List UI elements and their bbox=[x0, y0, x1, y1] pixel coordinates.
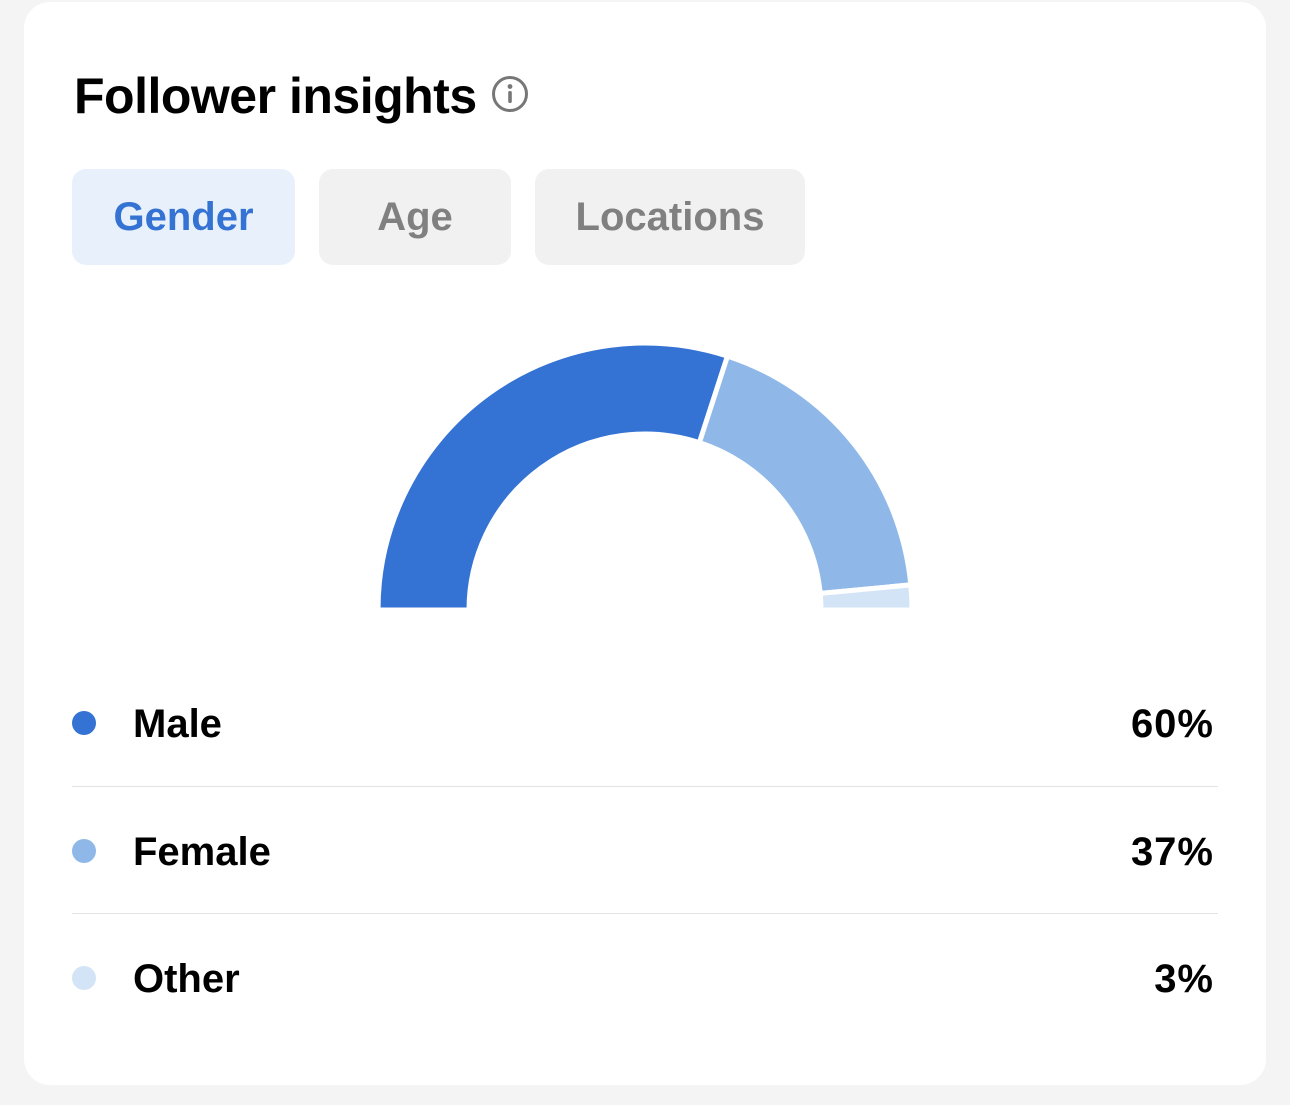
legend-row-other: Other 3% bbox=[72, 913, 1218, 1040]
slice-male[interactable] bbox=[375, 340, 731, 613]
tab-gender[interactable]: Gender bbox=[72, 169, 295, 265]
info-circle-icon[interactable] bbox=[491, 75, 529, 113]
follower-insights-card: Follower insights Gender Age Locations M… bbox=[24, 2, 1266, 1085]
slice-female[interactable] bbox=[696, 352, 914, 597]
legend-row-male: Male 60% bbox=[72, 659, 1218, 786]
legend-label-female: Female bbox=[133, 830, 271, 874]
legend-value-female: 37% bbox=[1130, 830, 1214, 874]
tab-age[interactable]: Age bbox=[319, 169, 511, 265]
legend-value-male: 60% bbox=[1130, 702, 1214, 746]
male-color-dot bbox=[72, 711, 96, 735]
tab-locations[interactable]: Locations bbox=[535, 169, 805, 265]
female-color-dot bbox=[72, 839, 96, 863]
card-title: Follower insights bbox=[74, 68, 477, 124]
legend-label-other: Other bbox=[133, 957, 240, 1001]
legend-label-male: Male bbox=[133, 702, 222, 746]
slice-other[interactable] bbox=[817, 582, 915, 613]
insight-tabs: Gender Age Locations bbox=[72, 169, 805, 265]
legend-row-female: Female 37% bbox=[72, 786, 1218, 913]
card-header: Follower insights bbox=[74, 64, 529, 128]
gender-legend: Male 60% Female 37% Other 3% bbox=[72, 659, 1218, 1040]
legend-value-other: 3% bbox=[1154, 957, 1214, 1001]
chart-baseline-mask bbox=[368, 610, 922, 640]
other-color-dot bbox=[72, 966, 96, 990]
